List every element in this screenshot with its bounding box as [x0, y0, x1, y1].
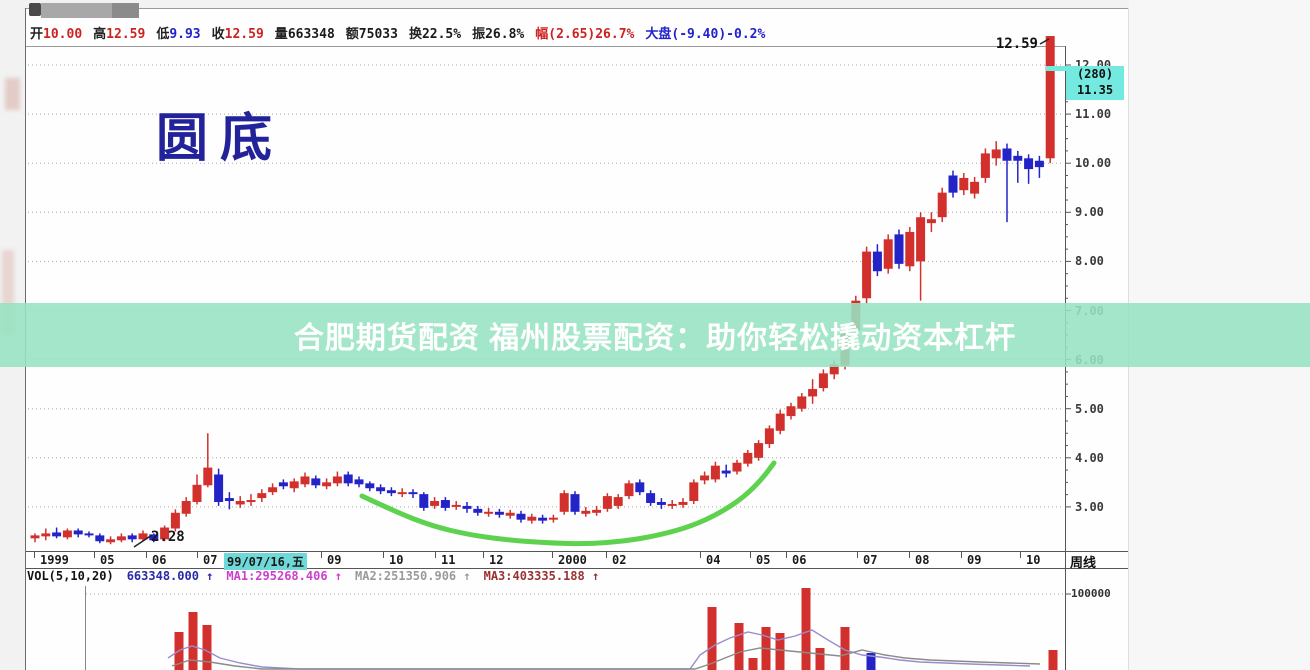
pattern-annotation: 圆底: [156, 108, 285, 169]
date-axis-tick: [909, 552, 910, 558]
date-axis-tick: [961, 552, 962, 558]
quote-info-bar: 开10.00 高12.59 低9.93 收12.59 量663348 额75033 换22.…: [30, 23, 766, 42]
volume-indicator-header: VOL(5,10,20) 663348.000 ↑ MA1:295268.406 ↑…: [27, 569, 599, 585]
date-axis-label[interactable]: 09: [327, 553, 342, 567]
date-band-bottom-line: [26, 568, 1129, 569]
date-axis-label[interactable]: 10: [1026, 553, 1041, 567]
volume-pane-left-line: [85, 586, 86, 670]
promo-banner-text: 合肥期货配资 福州股票配资：助你轻松撬动资本杠杆: [293, 322, 1017, 355]
stock-code-redacted: [112, 3, 139, 18]
volume-bars: [174, 588, 1058, 670]
price-axis-label: 3.00: [1075, 499, 1104, 514]
date-axis-label[interactable]: 12: [489, 553, 504, 567]
date-axis-tick: [321, 552, 322, 558]
date-axis-tick: [700, 552, 701, 558]
date-axis-label[interactable]: 05: [100, 553, 115, 567]
current-price-marker-line: [1046, 66, 1066, 71]
date-axis-label[interactable]: 09: [967, 553, 982, 567]
date-axis-tick: [606, 552, 607, 558]
date-axis-tick: [1020, 552, 1021, 558]
price-axis-label: 5.00: [1075, 401, 1104, 416]
date-axis-label[interactable]: 07: [203, 553, 218, 567]
date-axis-tick: [435, 552, 436, 558]
volume-indicator-item: MA3:403335.188 ↑: [483, 569, 600, 583]
price-axis-label: 10.00: [1075, 156, 1112, 171]
period-label[interactable]: 周线: [1070, 555, 1097, 570]
peak-price-annotation: 12.59: [995, 36, 1038, 52]
date-axis-label[interactable]: 04: [706, 553, 721, 567]
plot-top-line: [26, 46, 1065, 47]
round-bottom-arc: [359, 460, 777, 547]
date-axis-label[interactable]: 07: [863, 553, 878, 567]
date-axis-label[interactable]: 08: [915, 553, 930, 567]
price-axis-label: 8.00: [1075, 254, 1104, 269]
date-axis-tick: [786, 552, 787, 558]
date-axis-tick: [552, 552, 553, 558]
quote-field-量: 量663348: [274, 26, 335, 42]
date-axis-tick: [197, 552, 198, 558]
candles: [30, 36, 1055, 545]
date-axis-tick: [94, 552, 95, 558]
badge-count: (280): [1076, 67, 1114, 81]
quote-field-高: 高12.59: [93, 26, 146, 42]
date-axis-label[interactable]: 1999: [40, 553, 69, 567]
volume-indicator-item: VOL(5,10,20): [27, 569, 114, 583]
volume-ma-line-purple: [167, 629, 1031, 670]
quote-field-振: 振26.8%: [472, 26, 525, 42]
volume-indicator-item: MA2:251350.906 ↑: [355, 569, 471, 583]
badge-price: 11.35: [1076, 83, 1114, 97]
date-axis-label[interactable]: 06: [152, 553, 167, 567]
date-axis-label[interactable]: 02: [612, 553, 627, 567]
volume-indicator-item: 663348.000 ↑: [126, 569, 214, 583]
date-axis-tick: [383, 552, 384, 558]
date-axis-label[interactable]: 2000: [558, 553, 587, 567]
date-axis-tick: [750, 552, 751, 558]
edge-artifact: [5, 78, 20, 110]
volume-ma-line-gray: [171, 647, 1041, 670]
quote-field-收: 收12.59: [211, 26, 264, 42]
app-icon: [29, 3, 41, 16]
quote-field-大盘: 大盘(-9.40)-0.2%: [645, 26, 766, 42]
date-axis-tick: [483, 552, 484, 558]
date-axis-label[interactable]: 10: [389, 553, 404, 567]
low-price-annotation: 2.28: [151, 529, 185, 545]
plot-bottom-line: [26, 551, 1129, 552]
date-axis-tick: [146, 552, 147, 558]
volume-scale-label: 100000: [1071, 587, 1111, 600]
quote-field-幅: 幅(2.65)26.7%: [535, 26, 635, 42]
current-price-badge: (280) 11.35: [1066, 66, 1124, 100]
annotation-lines: [133, 38, 1050, 548]
quote-field-低: 低9.93: [156, 26, 201, 42]
volume-indicator-item: MA1:295268.406 ↑: [226, 569, 342, 583]
price-axis-label: 4.00: [1075, 450, 1104, 465]
date-axis-tick: [857, 552, 858, 558]
price-axis-label: 11.00: [1075, 107, 1112, 122]
date-axis-label-selected[interactable]: 99/07/16,五: [224, 553, 308, 570]
date-axis-label[interactable]: 06: [792, 553, 807, 567]
quote-field-开: 开10.00: [30, 26, 83, 42]
price-axis-label: 9.00: [1075, 205, 1104, 220]
frame-top-line: [25, 8, 1129, 9]
date-axis-label[interactable]: 11: [441, 553, 456, 567]
quote-field-换: 换22.5%: [408, 26, 462, 42]
date-axis-tick: [34, 552, 35, 558]
promo-banner[interactable]: 合肥期货配资 福州股票配资：助你轻松撬动资本杠杆: [0, 303, 1310, 367]
date-axis-label[interactable]: 05: [756, 553, 771, 567]
quote-field-额: 额75033: [345, 26, 398, 42]
